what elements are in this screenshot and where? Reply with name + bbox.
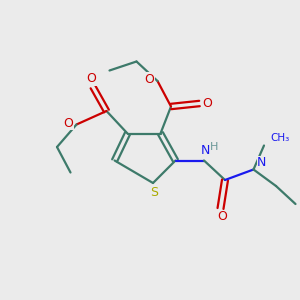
Text: O: O [217, 210, 227, 224]
Text: O: O [202, 97, 212, 110]
Text: CH₃: CH₃ [271, 133, 290, 143]
Text: O: O [87, 72, 96, 85]
Text: O: O [144, 73, 154, 86]
Text: H: H [210, 142, 219, 152]
Text: N: N [257, 156, 267, 170]
Text: N: N [201, 144, 210, 158]
Text: S: S [151, 186, 158, 199]
Text: O: O [63, 116, 73, 130]
